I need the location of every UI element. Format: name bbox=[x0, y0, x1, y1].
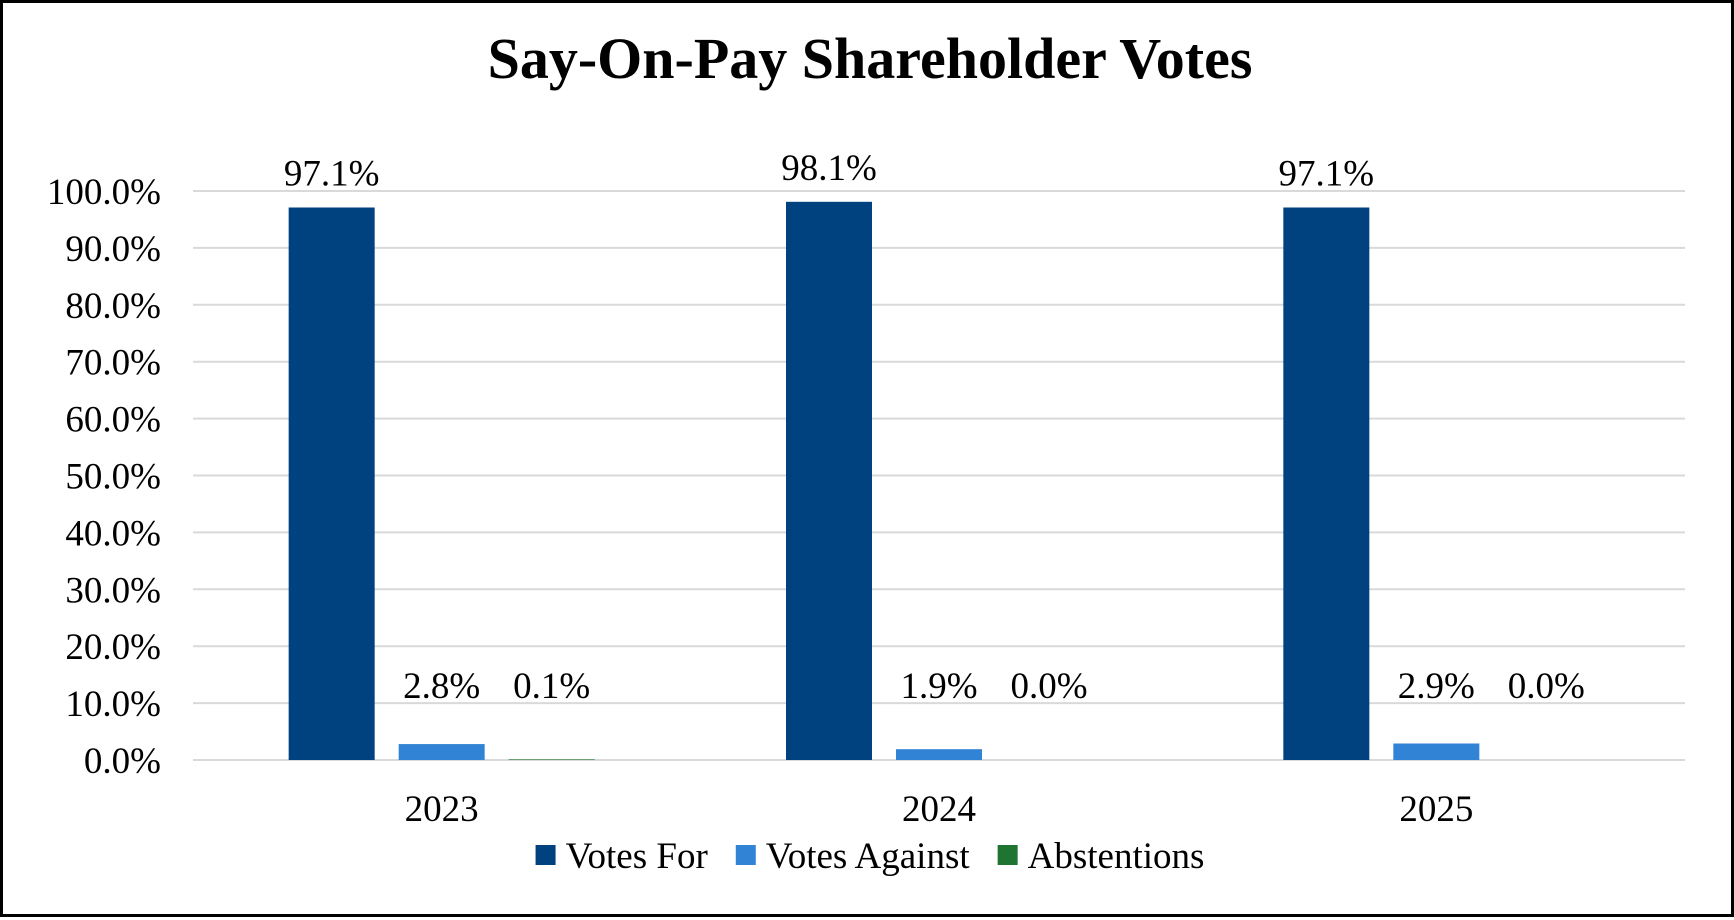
bar bbox=[1393, 743, 1480, 760]
y-tick-label: 70.0% bbox=[65, 343, 161, 384]
bar bbox=[786, 201, 872, 760]
y-tick-label: 10.0% bbox=[65, 684, 161, 725]
x-category-label: 2025 bbox=[1399, 789, 1473, 830]
y-tick-label: 20.0% bbox=[65, 627, 161, 668]
y-tick-label: 80.0% bbox=[65, 286, 161, 327]
data-label: 0.0% bbox=[1508, 666, 1585, 707]
bar-chart: Say-On-Pay Shareholder Votes 0.0% 10.0% 20… bbox=[47, 26, 1685, 877]
data-label: 1.9% bbox=[900, 666, 977, 707]
legend-label: Votes Against bbox=[766, 836, 971, 877]
data-labels: 97.1% 2.8% 0.1% 98.1% 1.9% 0.0% 97.1% 2.9% 0.0% bbox=[284, 148, 1585, 707]
y-tick-label: 30.0% bbox=[65, 570, 161, 611]
x-axis-categories: 2023 2024 2025 bbox=[405, 789, 1474, 830]
legend-swatch bbox=[997, 845, 1018, 865]
bar bbox=[1283, 207, 1370, 761]
x-category-label: 2024 bbox=[902, 789, 976, 830]
x-category-label: 2023 bbox=[405, 789, 479, 830]
bar bbox=[896, 749, 982, 760]
legend-swatch bbox=[735, 845, 756, 865]
chart-title: Say-On-Pay Shareholder Votes bbox=[488, 26, 1253, 91]
y-tick-label: 0.0% bbox=[84, 741, 161, 782]
data-label: 97.1% bbox=[1279, 154, 1375, 195]
data-label: 97.1% bbox=[284, 154, 380, 195]
y-tick-label: 50.0% bbox=[65, 457, 161, 498]
data-label: 0.0% bbox=[1010, 666, 1087, 707]
legend-label: Votes For bbox=[566, 836, 708, 877]
y-tick-label: 100.0% bbox=[47, 172, 161, 213]
data-label: 2.9% bbox=[1398, 666, 1475, 707]
legend-swatch bbox=[535, 845, 556, 865]
legend-label: Abstentions bbox=[1028, 836, 1205, 877]
y-tick-label: 40.0% bbox=[65, 513, 161, 554]
data-label: 0.1% bbox=[513, 666, 590, 707]
y-axis-ticks: 0.0% 10.0% 20.0% 30.0% 40.0% 50.0% 60.0% 70.0% 8… bbox=[47, 172, 161, 782]
bar bbox=[398, 744, 485, 760]
legend: Votes For Votes Against Abstentions bbox=[535, 836, 1205, 877]
data-label: 2.8% bbox=[403, 666, 480, 707]
data-label: 98.1% bbox=[781, 148, 877, 189]
gridlines bbox=[193, 190, 1685, 761]
y-tick-label: 60.0% bbox=[65, 400, 161, 441]
bar bbox=[508, 759, 595, 760]
bars bbox=[288, 201, 1480, 761]
y-tick-label: 90.0% bbox=[65, 229, 161, 270]
bar bbox=[288, 207, 375, 761]
